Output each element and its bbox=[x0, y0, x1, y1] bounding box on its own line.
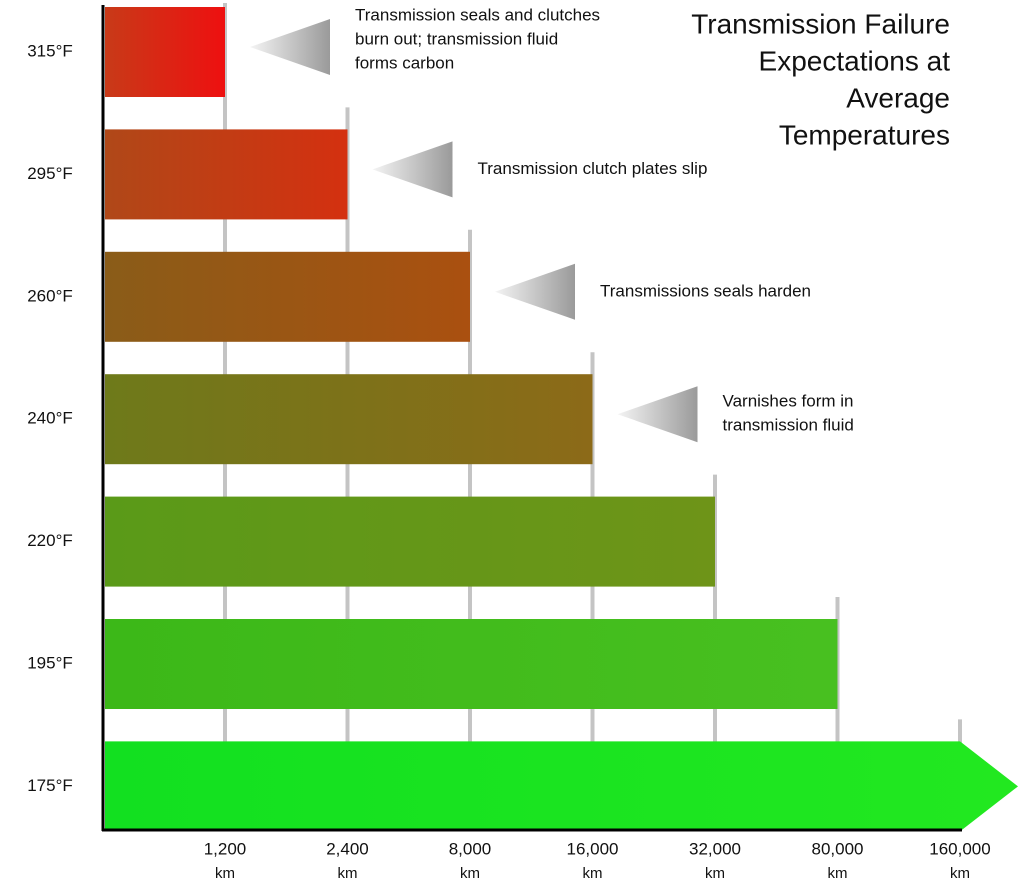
x-unit-label: km bbox=[705, 865, 725, 882]
y-tick-label: 175°F bbox=[27, 776, 73, 795]
bars bbox=[105, 7, 1018, 832]
annotation-arrow bbox=[617, 386, 698, 443]
labels: Transmission Failure Expectations at Avera… bbox=[27, 5, 991, 881]
chart-title: Transmission Failure bbox=[691, 8, 950, 39]
x-unit-label: km bbox=[583, 865, 603, 882]
y-tick-label: 260°F bbox=[27, 286, 73, 305]
x-tick-label: 2,400 bbox=[326, 839, 369, 858]
annotation-arrow bbox=[250, 19, 330, 75]
bar bbox=[105, 129, 348, 220]
y-tick-label: 315°F bbox=[27, 41, 73, 60]
x-unit-label: km bbox=[460, 865, 480, 882]
x-unit-label: km bbox=[215, 865, 235, 882]
chart-title: Average bbox=[846, 82, 950, 113]
x-tick-label: 1,200 bbox=[204, 839, 247, 858]
y-tick-label: 295°F bbox=[27, 164, 73, 183]
x-tick-label: 8,000 bbox=[449, 839, 492, 858]
x-tick-label: 160,000 bbox=[929, 839, 990, 858]
y-tick-label: 220°F bbox=[27, 531, 73, 550]
bar bbox=[105, 7, 225, 97]
annotation: Varnishes form in bbox=[723, 392, 854, 411]
annotation: transmission fluid bbox=[723, 416, 854, 435]
bar bbox=[105, 741, 1018, 832]
annotation: Transmissions seals harden bbox=[600, 281, 811, 300]
bar bbox=[105, 374, 593, 465]
x-unit-label: km bbox=[950, 865, 970, 882]
annotation-arrow bbox=[495, 263, 575, 320]
y-tick-label: 195°F bbox=[27, 653, 73, 672]
bar bbox=[105, 251, 470, 342]
x-tick-label: 80,000 bbox=[812, 839, 864, 858]
x-tick-label: 32,000 bbox=[689, 839, 741, 858]
chart-title: Expectations at bbox=[759, 45, 951, 76]
bar bbox=[105, 619, 838, 709]
chart-title: Temperatures bbox=[779, 119, 950, 150]
x-tick-label: 16,000 bbox=[567, 839, 619, 858]
x-unit-label: km bbox=[338, 865, 358, 882]
x-unit-label: km bbox=[828, 865, 848, 882]
bar bbox=[105, 496, 715, 587]
annotation: burn out; transmission fluid bbox=[355, 29, 558, 48]
y-tick-label: 240°F bbox=[27, 409, 73, 428]
annotation: forms carbon bbox=[355, 53, 454, 72]
annotation: Transmission seals and clutches bbox=[355, 5, 600, 24]
annotation: Transmission clutch plates slip bbox=[478, 159, 708, 178]
annotation-arrow bbox=[372, 141, 453, 198]
